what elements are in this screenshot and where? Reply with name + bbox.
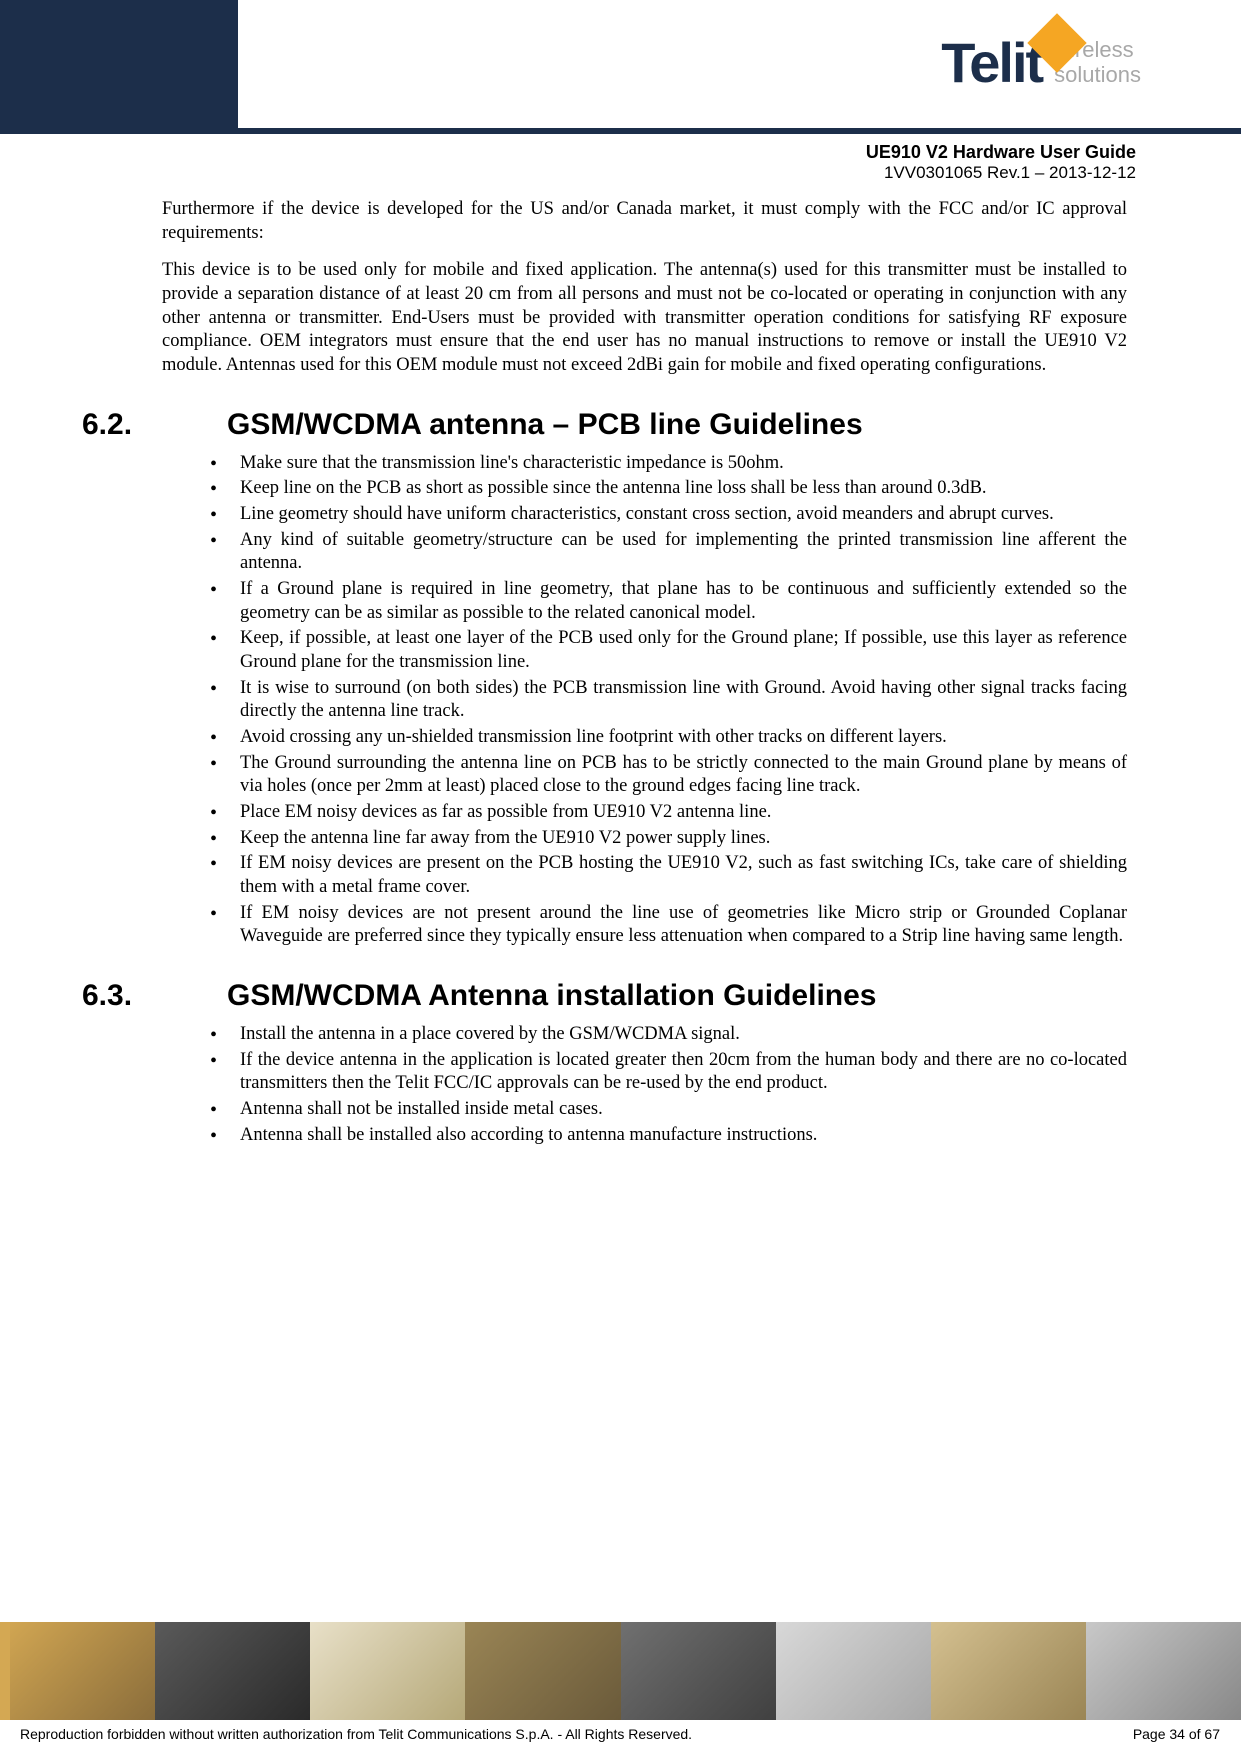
section-title: GSM/WCDMA Antenna installation Guideline… (227, 979, 876, 1013)
logo-text: Telit (941, 30, 1042, 95)
list-item: If EM noisy devices are not present arou… (210, 902, 1127, 949)
doc-title-block: UE910 V2 Hardware User Guide 1VV0301065 … (866, 142, 1136, 183)
list-item: If the device antenna in the application… (210, 1049, 1127, 1096)
footer-image-1 (0, 1622, 155, 1720)
footer-image-7 (931, 1622, 1086, 1720)
intro-para-1: Furthermore if the device is developed f… (162, 198, 1127, 245)
footer-image-3 (310, 1622, 465, 1720)
doc-revision: 1VV0301065 Rev.1 – 2013-12-12 (866, 163, 1136, 183)
footer-copyright: Reproduction forbidden without written a… (20, 1726, 692, 1742)
intro-para-2: This device is to be used only for mobil… (162, 259, 1127, 377)
list-item: If EM noisy devices are present on the P… (210, 852, 1127, 899)
tagline-line2: solutions (1054, 63, 1141, 87)
footer-image-8 (1086, 1622, 1241, 1720)
footer-image-2 (155, 1622, 310, 1720)
footer-image-strip (0, 1622, 1241, 1720)
section-6-2-bullets: Make sure that the transmission line's c… (162, 452, 1127, 949)
list-item: If a Ground plane is required in line ge… (210, 578, 1127, 625)
footer-vertical-accent (0, 1622, 10, 1720)
footer-text-row: Reproduction forbidden without written a… (20, 1726, 1220, 1742)
list-item: Keep line on the PCB as short as possibl… (210, 477, 1127, 501)
list-item: Any kind of suitable geometry/structure … (210, 529, 1127, 576)
header-sidebar-block (0, 0, 238, 132)
footer-image-6 (776, 1622, 931, 1720)
list-item: Keep, if possible, at least one layer of… (210, 627, 1127, 674)
list-item: It is wise to surround (on both sides) t… (210, 677, 1127, 724)
list-item: Line geometry should have uniform charac… (210, 503, 1127, 527)
section-6-2-header: 6.2. GSM/WCDMA antenna – PCB line Guidel… (162, 408, 1127, 442)
section-number: 6.3. (82, 979, 227, 1013)
list-item: Install the antenna in a place covered b… (210, 1023, 1127, 1047)
list-item: Keep the antenna line far away from the … (210, 827, 1127, 851)
footer-page-number: Page 34 of 67 (1133, 1726, 1220, 1742)
footer-image-4 (465, 1622, 620, 1720)
list-item: Place EM noisy devices as far as possibl… (210, 801, 1127, 825)
list-item: Avoid crossing any un-shielded transmiss… (210, 726, 1127, 750)
logo-container: Telit wireless solutions (941, 30, 1141, 95)
list-item: The Ground surrounding the antenna line … (210, 752, 1127, 799)
list-item: Make sure that the transmission line's c… (210, 452, 1127, 476)
list-item: Antenna shall not be installed inside me… (210, 1098, 1127, 1122)
footer-image-5 (621, 1622, 776, 1720)
section-title: GSM/WCDMA antenna – PCB line Guidelines (227, 408, 863, 442)
list-item: Antenna shall be installed also accordin… (210, 1124, 1127, 1148)
section-6-3-header: 6.3. GSM/WCDMA Antenna installation Guid… (162, 979, 1127, 1013)
doc-title: UE910 V2 Hardware User Guide (866, 142, 1136, 163)
section-number: 6.2. (82, 408, 227, 442)
main-content: Furthermore if the device is developed f… (162, 198, 1127, 1150)
section-6-3-bullets: Install the antenna in a place covered b… (162, 1023, 1127, 1147)
header-rule (0, 128, 1241, 134)
